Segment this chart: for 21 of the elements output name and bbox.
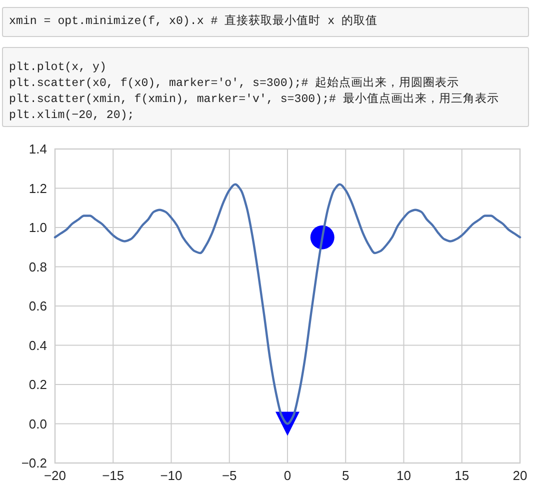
line-series xyxy=(54,183,522,425)
x-tick-label: 5 xyxy=(342,468,350,483)
y-tick-label: 0.6 xyxy=(28,298,47,314)
y-tick-label: −0.2 xyxy=(21,456,47,470)
y-tick-label: 0.2 xyxy=(28,377,47,392)
x-tick-label: −20 xyxy=(44,468,66,483)
x-tick-label: 15 xyxy=(454,468,470,483)
x-tick-label: −5 xyxy=(222,468,237,483)
y-tick-label: 0.4 xyxy=(28,338,47,353)
text: xmin = opt.minimize(f, x0).x # 直接获取最小值时 x 的取值 xyxy=(2,7,529,37)
x-tick-label: 20 xyxy=(512,468,528,483)
text: plt.plot(x, y) plt.scatter(x0, f(x0), marker='o', s=300);# 起始点画出来，用圆圈表示 plt.scatter(xmin, f(xmin), marker='v', s=300);# 最小值点画出来，用三角表示 plt.xlim(−20, 20); xyxy=(2,47,529,127)
x-tick-label: 10 xyxy=(396,468,411,483)
x-tick-label: −15 xyxy=(102,468,124,483)
y-tick-label: 1.0 xyxy=(28,220,47,235)
y-tick-label: 0.8 xyxy=(28,259,47,274)
y-tick-label: 0.0 xyxy=(28,416,47,432)
y-tick-label: 1.2 xyxy=(28,180,47,196)
y-tick-label: 1.4 xyxy=(28,142,47,156)
x-tick-label: 0 xyxy=(284,468,292,483)
x-tick-label: −10 xyxy=(160,468,182,483)
